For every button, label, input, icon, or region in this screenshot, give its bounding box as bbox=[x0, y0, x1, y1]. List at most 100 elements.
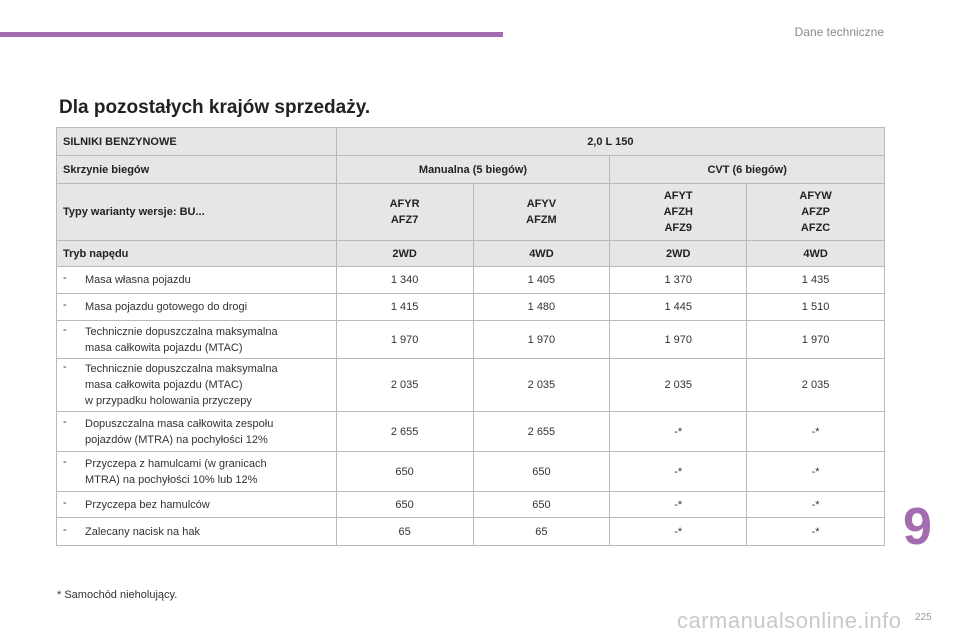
variant-code: AFZ7 bbox=[390, 214, 419, 226]
value-cell: 2 035 bbox=[609, 358, 748, 412]
value-cell: 2 655 bbox=[472, 411, 611, 452]
drive-cell: 4WD bbox=[472, 240, 611, 267]
row-label-line: Zalecany nacisk na hak bbox=[85, 525, 200, 538]
value-cell: 1 415 bbox=[335, 293, 474, 321]
page-heading: Dla pozostałych krajów sprzedaży. bbox=[59, 97, 371, 118]
engine-type-label: SILNIKI BENZYNOWE bbox=[56, 127, 337, 156]
row-label-line: MTRA) na pochyłości 10% lub 12% bbox=[85, 473, 258, 486]
value-cell: 1 970 bbox=[335, 320, 474, 359]
value-cell: -* bbox=[609, 491, 748, 518]
row-label-line: masa całkowita pojazdu (MTAC) bbox=[85, 379, 243, 391]
row-bullet: - bbox=[63, 272, 67, 284]
variant-code: AFZP bbox=[801, 206, 830, 218]
row-label-cell: - Masa własna pojazdu bbox=[56, 266, 337, 294]
value-cell: 1 970 bbox=[746, 320, 885, 359]
variant-cell: AFYR AFZ7 bbox=[335, 183, 474, 241]
table-row: - Masa pojazdu gotowego do drogi 1 415 1 48… bbox=[56, 293, 885, 321]
variant-cell: AFYT AFZH AFZ9 bbox=[609, 183, 748, 241]
gearbox-manual: Manualna (5 biegów) bbox=[335, 155, 611, 184]
chapter-number: 9 bbox=[903, 498, 932, 556]
value-cell: 2 035 bbox=[472, 358, 611, 412]
value-cell: 1 480 bbox=[472, 293, 611, 321]
table-header-row: Typy warianty wersje: BU... AFYR AFZ7 AF… bbox=[56, 183, 885, 241]
variant-code: AFYR bbox=[389, 198, 420, 210]
value-cell: 1 370 bbox=[609, 266, 748, 294]
value-cell: 1 405 bbox=[472, 266, 611, 294]
gearbox-cvt: CVT (6 biegów) bbox=[609, 155, 885, 184]
value-cell: -* bbox=[746, 411, 885, 452]
watermark: carmanualsonline.info bbox=[677, 608, 902, 633]
row-label-cell: - Zalecany nacisk na hak bbox=[56, 517, 337, 546]
spec-table: SILNIKI BENZYNOWE 2,0 L 150 Skrzynie bie… bbox=[56, 127, 886, 546]
drive-cell: 2WD bbox=[335, 240, 474, 267]
value-cell: 65 bbox=[472, 517, 611, 546]
value-cell: 650 bbox=[335, 451, 474, 492]
value-cell: -* bbox=[746, 451, 885, 492]
value-cell: 2 035 bbox=[746, 358, 885, 412]
table-header-row: Skrzynie biegów Manualna (5 biegów) CVT … bbox=[56, 155, 885, 184]
row-label-cell: - Technicznie dopuszczalna maksymalna masa… bbox=[56, 320, 337, 359]
row-bullet: - bbox=[63, 523, 67, 536]
value-cell: 650 bbox=[335, 491, 474, 518]
row-label-cell: - Przyczepa bez hamulców bbox=[56, 491, 337, 518]
value-cell: -* bbox=[609, 411, 748, 452]
gearbox-label: Skrzynie biegów bbox=[56, 155, 337, 184]
drive-label: Tryb napędu bbox=[56, 240, 337, 267]
row-label-cell: - Dopuszczalna masa całkowita zespołu poja… bbox=[56, 411, 337, 452]
row-bullet: - bbox=[63, 415, 67, 428]
row-label-line: Technicznie dopuszczalna maksymalna bbox=[85, 325, 278, 338]
value-cell: 1 340 bbox=[335, 266, 474, 294]
table-header-row: Tryb napędu 2WD 4WD 2WD 4WD bbox=[56, 240, 885, 267]
table-row: - Przyczepa z hamulcami (w granicach MTRA)… bbox=[56, 451, 885, 492]
page-number: 225 bbox=[915, 612, 932, 623]
variant-cell: AFYW AFZP AFZC bbox=[746, 183, 885, 241]
engine-name: 2,0 L 150 bbox=[335, 127, 886, 156]
row-label-line: Przyczepa z hamulcami (w granicach bbox=[85, 457, 267, 470]
value-cell: 650 bbox=[472, 491, 611, 518]
variant-code: AFYW bbox=[799, 190, 832, 202]
row-bullet: - bbox=[63, 361, 67, 373]
row-label-line: Masa pojazdu gotowego do drogi bbox=[85, 301, 248, 313]
row-label-cell: - Przyczepa z hamulcami (w granicach MTRA)… bbox=[56, 451, 337, 492]
value-cell: 2 655 bbox=[335, 411, 474, 452]
row-label-line: Dopuszczalna masa całkowita zespołu bbox=[85, 417, 274, 430]
variant-code: AFZH bbox=[663, 206, 693, 218]
variant-code: AFYT bbox=[663, 190, 693, 202]
table-row: - Przyczepa bez hamulców 650 650 -* -* bbox=[56, 491, 885, 518]
table-row: - Masa własna pojazdu 1 340 1 405 1 370 1 435 bbox=[56, 266, 885, 294]
value-cell: 1 970 bbox=[609, 320, 748, 359]
row-label-cell: - Technicznie dopuszczalna maksymalna masa… bbox=[56, 358, 337, 412]
value-cell: 650 bbox=[472, 451, 611, 492]
variant-code: AFYV bbox=[526, 198, 557, 210]
value-cell: -* bbox=[746, 491, 885, 518]
drive-cell: 4WD bbox=[746, 240, 885, 267]
table-header-row: SILNIKI BENZYNOWE 2,0 L 150 bbox=[56, 127, 886, 156]
row-label-line: Technicznie dopuszczalna maksymalna bbox=[85, 363, 278, 375]
table-row: - Technicznie dopuszczalna maksymalna masa… bbox=[56, 320, 885, 359]
row-bullet: - bbox=[63, 299, 67, 311]
table-row: - Zalecany nacisk na hak 65 65 -* -* bbox=[56, 517, 885, 546]
variant-code: AFZ9 bbox=[664, 222, 692, 234]
drive-cell: 2WD bbox=[609, 240, 748, 267]
section-title: Dane techniczne bbox=[794, 25, 884, 39]
value-cell: -* bbox=[609, 451, 748, 492]
table-row: - Dopuszczalna masa całkowita zespołu poja… bbox=[56, 411, 885, 452]
variant-code: AFZC bbox=[800, 222, 831, 234]
row-label-line: pojazdów (MTRA) na pochyłości 12% bbox=[85, 433, 268, 446]
row-label-cell: - Masa pojazdu gotowego do drogi bbox=[56, 293, 337, 321]
row-label-line: Przyczepa bez hamulców bbox=[85, 498, 210, 511]
value-cell: 1 970 bbox=[472, 320, 611, 359]
row-label-line: masa całkowita pojazdu (MTAC) bbox=[85, 341, 243, 354]
variant-cell: AFYV AFZM bbox=[472, 183, 611, 241]
variant-label: Typy warianty wersje: BU... bbox=[56, 183, 337, 241]
row-bullet: - bbox=[63, 455, 67, 468]
row-bullet: - bbox=[63, 496, 67, 509]
row-bullet: - bbox=[63, 323, 67, 336]
value-cell: -* bbox=[609, 517, 748, 546]
row-label-line: w przypadku holowania przyczepy bbox=[85, 395, 252, 407]
value-cell: 2 035 bbox=[335, 358, 474, 412]
value-cell: 65 bbox=[335, 517, 474, 546]
table-row: - Technicznie dopuszczalna maksymalna masa… bbox=[56, 358, 885, 412]
variant-code: AFZM bbox=[526, 214, 557, 226]
value-cell: 1 445 bbox=[609, 293, 748, 321]
